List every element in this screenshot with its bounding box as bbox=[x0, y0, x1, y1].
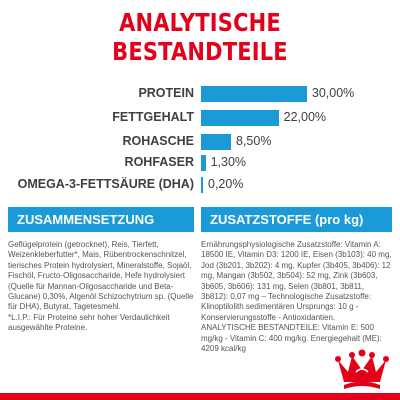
royal-canin-crown-logo-icon bbox=[335, 349, 389, 389]
nutrient-label: PROTEIN bbox=[138, 86, 194, 100]
nutrient-bar bbox=[201, 134, 231, 150]
nutrient-row-rohasche: ROHASCHE 8,50% bbox=[0, 133, 400, 153]
nutrient-value: 0,20% bbox=[208, 177, 244, 191]
nutrient-value: 30,00% bbox=[311, 86, 355, 100]
additives-analytics: ANALYTISCHE BESTANDTEILE: Vitamin E: 500… bbox=[201, 323, 382, 354]
composition-paragraph: Geflügelprotein (getrocknet), Reis, Tier… bbox=[8, 240, 194, 312]
nutrient-row-rohfaser: ROHFASER 1,30% bbox=[0, 154, 400, 174]
nutrient-label: ROHFASER bbox=[124, 155, 194, 169]
additives-paragraph: Ernährungsphysiologische Zusatzstoffe: V… bbox=[201, 240, 392, 322]
nutrient-row-protein: PROTEIN 30,00% bbox=[0, 85, 400, 105]
composition-text: Geflügelprotein (getrocknet), Reis, Tier… bbox=[8, 240, 194, 334]
nutrient-label: OMEGA-3-FETTSÄURE (DHA) bbox=[17, 177, 194, 191]
composition-footnote: *L.I.P.: Für Proteine sehr hoher Verdaul… bbox=[8, 312, 170, 333]
nutrient-bar bbox=[201, 86, 307, 102]
nutrient-value: 1,30% bbox=[210, 155, 247, 169]
nutrient-value: 8,50% bbox=[236, 134, 272, 148]
additives-heading: ZUSATZSTOFFE (pro kg) bbox=[201, 207, 392, 232]
nutrient-value: 22,00% bbox=[283, 110, 327, 124]
additives-text: Ernährungsphysiologische Zusatzstoffe: V… bbox=[201, 240, 392, 354]
nutrient-row-fettgehalt: FETTGEHALT 22,00% bbox=[0, 109, 400, 129]
nutrient-label: FETTGEHALT bbox=[112, 110, 194, 124]
nutrient-bar bbox=[201, 177, 203, 193]
nutrient-bar bbox=[201, 155, 206, 171]
nutrient-bar bbox=[201, 110, 279, 126]
brand-bottom-bar bbox=[0, 393, 400, 400]
page-title: ANALYTISCHE BESTANDTEILE bbox=[112, 8, 288, 66]
composition-heading: ZUSAMMENSETZUNG bbox=[8, 207, 194, 232]
nutrient-row-omega3: OMEGA-3-FETTSÄURE (DHA) 0,20% bbox=[0, 176, 400, 196]
nutrient-label: ROHASCHE bbox=[122, 134, 194, 148]
